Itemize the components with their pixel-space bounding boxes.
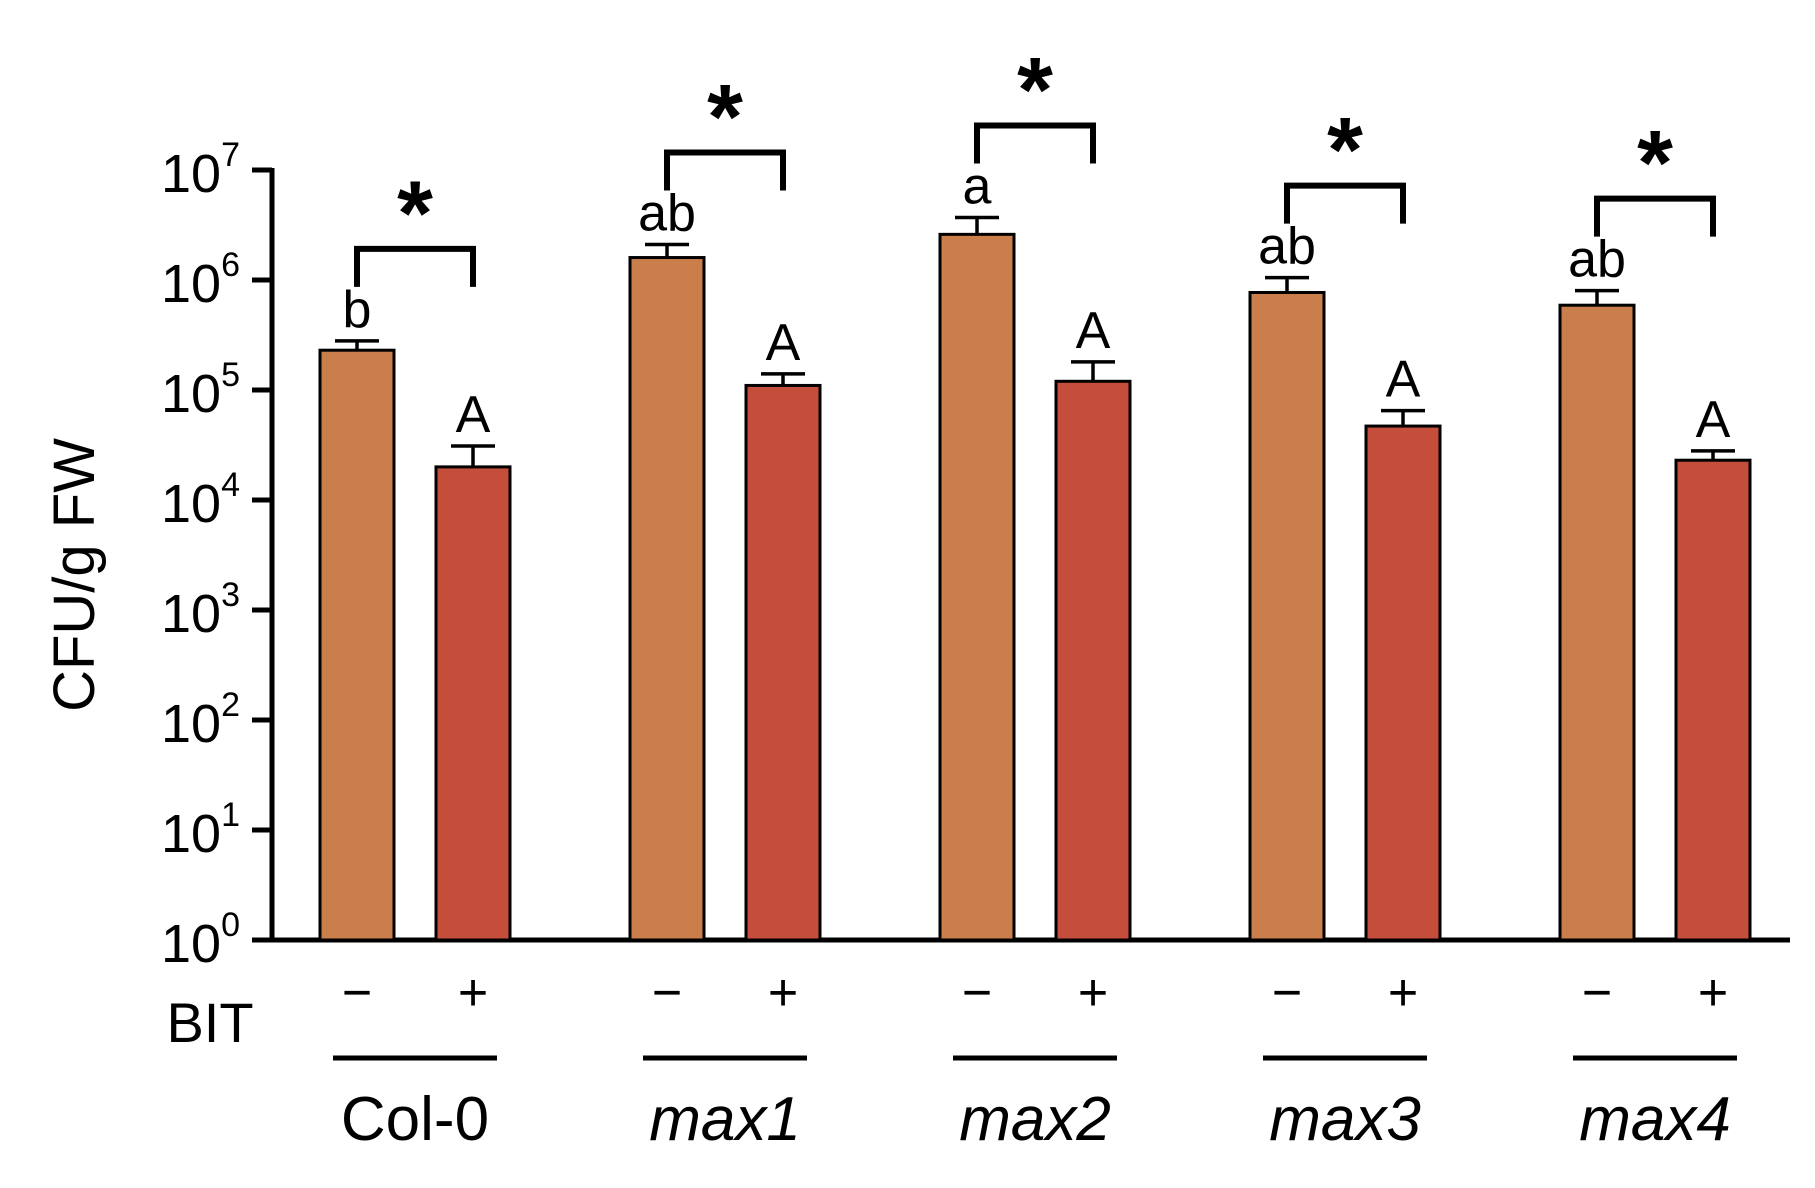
y-tick-base: 10 bbox=[161, 474, 221, 534]
y-tick-exponent: 1 bbox=[221, 796, 240, 834]
bit-sign: + bbox=[1078, 964, 1108, 1022]
x-axis-labels: BIT − + Col-0 − + max1 − + max2 − + max3 − + max4 bbox=[166, 964, 1737, 1154]
bar-max1-plus bbox=[744, 383, 822, 942]
comparison-bracket bbox=[664, 149, 786, 191]
annotations: bA* abA*aA*abA*abA* bbox=[343, 39, 1731, 448]
y-tick-exponent: 7 bbox=[221, 136, 240, 174]
significance-letter: b bbox=[343, 281, 372, 339]
bar-max1-minus bbox=[628, 256, 706, 942]
y-tick-label: 104 bbox=[161, 466, 240, 534]
bar-max4-minus bbox=[1558, 303, 1636, 942]
bar-max3-minus bbox=[1248, 290, 1326, 942]
significance-star: * bbox=[1637, 113, 1673, 215]
bar-max4-plus bbox=[1674, 458, 1752, 942]
significance-letter: ab bbox=[1258, 218, 1316, 276]
bar-max2-minus bbox=[938, 232, 1016, 942]
comparison-bracket bbox=[354, 245, 476, 287]
bit-sign: + bbox=[768, 964, 798, 1022]
y-tick-exponent: 5 bbox=[221, 356, 240, 394]
y-tick-exponent: 4 bbox=[221, 466, 240, 504]
bar-Col-0-minus bbox=[318, 348, 396, 942]
y-tick-base: 10 bbox=[161, 584, 221, 644]
bit-sign: + bbox=[1698, 964, 1728, 1022]
significance-letter: A bbox=[1386, 351, 1421, 409]
group-label-max4: max4 bbox=[1579, 1085, 1731, 1154]
y-tick-exponent: 6 bbox=[221, 246, 240, 284]
bit-sign: − bbox=[962, 964, 992, 1022]
y-tick-label: 105 bbox=[161, 356, 240, 424]
comparison-bracket bbox=[1284, 182, 1406, 224]
significance-star: * bbox=[1327, 100, 1363, 202]
comparison-bracket bbox=[974, 122, 1096, 164]
bit-sign: + bbox=[458, 964, 488, 1022]
y-tick-label: 106 bbox=[161, 246, 240, 314]
significance-star: * bbox=[707, 67, 743, 169]
y-tick-label: 101 bbox=[161, 796, 240, 864]
y-tick-base: 10 bbox=[161, 254, 221, 314]
bar-max2-plus bbox=[1054, 379, 1132, 942]
significance-letter: A bbox=[766, 314, 801, 372]
group-label-max3: max3 bbox=[1269, 1085, 1421, 1154]
group-label-max2: max2 bbox=[959, 1085, 1111, 1154]
bit-sign: + bbox=[1388, 964, 1418, 1022]
y-tick-exponent: 0 bbox=[221, 906, 240, 944]
factor-label: BIT bbox=[166, 991, 253, 1054]
bit-sign: − bbox=[652, 964, 682, 1022]
significance-star: * bbox=[1017, 39, 1053, 141]
significance-letter: A bbox=[1696, 391, 1731, 449]
significance-letter: a bbox=[963, 157, 992, 215]
y-tick-base: 10 bbox=[161, 144, 221, 204]
bar-max3-plus bbox=[1364, 424, 1442, 942]
significance-star: * bbox=[397, 163, 433, 265]
comparison-bracket bbox=[1594, 195, 1716, 237]
bit-sign: − bbox=[1272, 964, 1302, 1022]
y-tick-exponent: 2 bbox=[221, 686, 240, 724]
y-tick-base: 10 bbox=[161, 804, 221, 864]
y-axis-title: CFU/g FW bbox=[42, 438, 107, 712]
group-label-max1: max1 bbox=[649, 1085, 801, 1154]
bars bbox=[318, 215, 1752, 942]
group-label-Col-0: Col-0 bbox=[341, 1085, 489, 1154]
significance-letter: A bbox=[1076, 302, 1111, 360]
y-tick-exponent: 3 bbox=[221, 576, 240, 614]
significance-letter: ab bbox=[638, 185, 696, 243]
y-tick-label: 107 bbox=[161, 136, 240, 204]
y-tick-label: 102 bbox=[161, 686, 240, 754]
y-tick-label: 100 bbox=[161, 906, 240, 974]
significance-letter: ab bbox=[1568, 231, 1626, 289]
y-tick-label: 103 bbox=[161, 576, 240, 644]
significance-letter: A bbox=[456, 386, 491, 444]
bar-Col-0-plus bbox=[434, 465, 512, 942]
bit-sign: − bbox=[342, 964, 372, 1022]
bit-sign: − bbox=[1582, 964, 1612, 1022]
y-tick-base: 10 bbox=[161, 914, 221, 974]
y-tick-base: 10 bbox=[161, 364, 221, 424]
y-tick-base: 10 bbox=[161, 694, 221, 754]
